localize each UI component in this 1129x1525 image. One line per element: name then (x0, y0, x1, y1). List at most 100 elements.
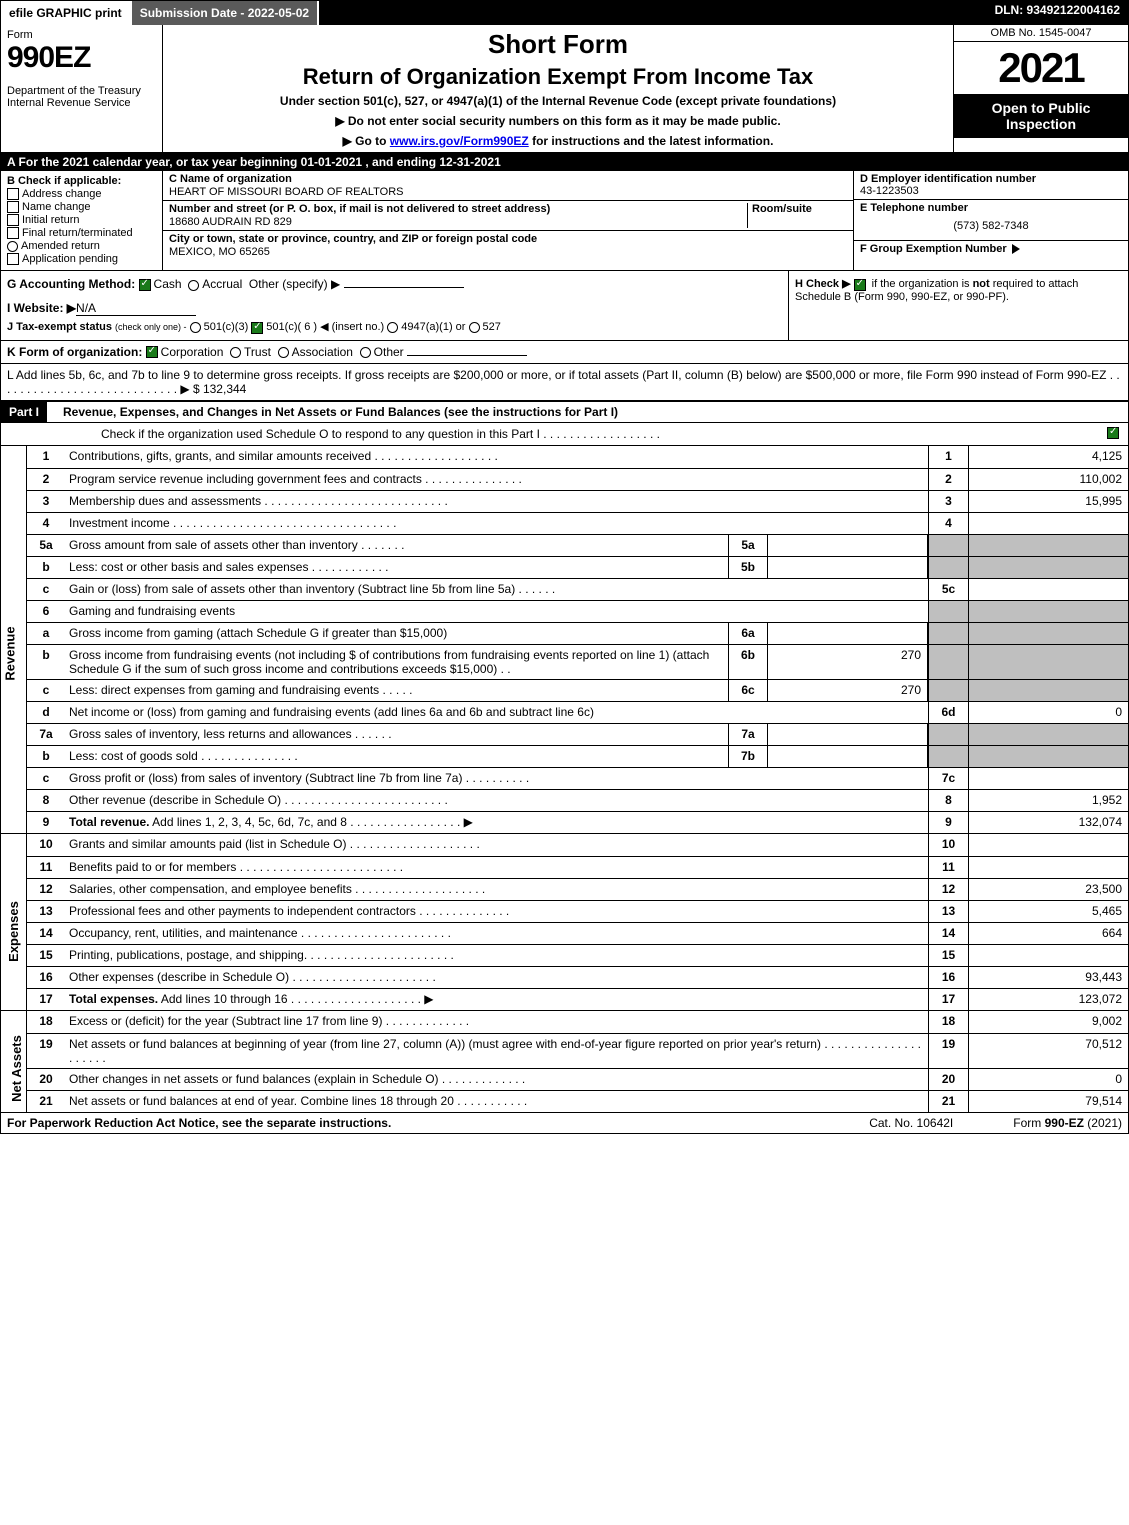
line-5a: 5aGross amount from sale of assets other… (27, 534, 1128, 556)
line-desc: Total revenue. Add lines 1, 2, 3, 4, 5c,… (65, 812, 928, 833)
right-val: 132,074 (968, 812, 1128, 833)
line-desc: Net assets or fund balances at beginning… (65, 1034, 928, 1068)
mid-val: 270 (768, 680, 928, 701)
line-7a: 7aGross sales of inventory, less returns… (27, 723, 1128, 745)
right-val (968, 768, 1128, 789)
right-num: 16 (928, 967, 968, 988)
mid-num: 7b (728, 746, 768, 767)
row-l: L Add lines 5b, 6c, and 7b to line 9 to … (1, 364, 1128, 401)
527-label: 527 (483, 321, 501, 333)
right-val (968, 601, 1128, 622)
right-val: 93,443 (968, 967, 1128, 988)
page-footer: For Paperwork Reduction Act Notice, see … (1, 1113, 1128, 1133)
line-num: 15 (27, 945, 65, 966)
chk-corporation[interactable] (146, 346, 158, 358)
right-num: 18 (928, 1011, 968, 1033)
revenue-section: Revenue 1Contributions, gifts, grants, a… (1, 446, 1128, 834)
footer-catno: Cat. No. 10642I (869, 1116, 953, 1130)
i-label: I Website: ▶ (7, 301, 76, 315)
form-header: Form 990EZ Department of the Treasury In… (1, 25, 1128, 153)
right-val (968, 680, 1128, 701)
efile-print-button[interactable]: efile GRAPHIC print (1, 1, 132, 25)
right-val (968, 645, 1128, 679)
right-num: 8 (928, 790, 968, 811)
line-num: 1 (27, 446, 65, 468)
right-val: 23,500 (968, 879, 1128, 900)
chk-final-return[interactable]: Final return/terminated (7, 227, 156, 239)
chk-application-pending[interactable]: Application pending (7, 253, 156, 265)
right-val: 664 (968, 923, 1128, 944)
right-num (928, 557, 968, 578)
chk-schedule-o[interactable] (1107, 427, 1119, 439)
h-not: not (973, 278, 990, 290)
j-label: J Tax-exempt status (7, 321, 112, 333)
line-c: cGross profit or (loss) from sales of in… (27, 767, 1128, 789)
right-num: 17 (928, 989, 968, 1010)
line-17: 17Total expenses. Add lines 10 through 1… (27, 988, 1128, 1010)
website-value: N/A (76, 301, 196, 316)
chk-other-org[interactable] (360, 347, 371, 358)
c-city-label: City or town, state or province, country… (169, 233, 537, 245)
section-c: C Name of organization HEART OF MISSOURI… (163, 171, 853, 270)
line-num: 5a (27, 535, 65, 556)
chk-cash[interactable] (139, 279, 151, 291)
chk-trust[interactable] (230, 347, 241, 358)
chk-address-change[interactable]: Address change (7, 188, 156, 200)
ein-value: 43-1223503 (860, 185, 1122, 197)
other-org-input[interactable] (407, 355, 527, 356)
right-val (968, 557, 1128, 578)
footer-right: Form 990-EZ (2021) (1013, 1116, 1122, 1130)
phone-value: (573) 582-7348 (860, 214, 1122, 238)
section-bcdef: B Check if applicable: Address change Na… (1, 171, 1128, 271)
line-desc: Program service revenue including govern… (65, 469, 928, 490)
part1-badge: Part I (1, 402, 47, 422)
line-desc: Membership dues and assessments . . . . … (65, 491, 928, 512)
line-num: 4 (27, 513, 65, 534)
chk-501c3[interactable] (190, 322, 201, 333)
chk-initial-return[interactable]: Initial return (7, 214, 156, 226)
line-num: 21 (27, 1091, 65, 1112)
part1-title: Revenue, Expenses, and Changes in Net As… (55, 402, 626, 422)
line-desc: Printing, publications, postage, and shi… (65, 945, 928, 966)
mid-val (768, 746, 928, 767)
chk-accrual[interactable] (188, 280, 199, 291)
chk-527[interactable] (469, 322, 480, 333)
right-val: 110,002 (968, 469, 1128, 490)
right-num: 7c (928, 768, 968, 789)
line-desc: Occupancy, rent, utilities, and maintena… (65, 923, 928, 944)
trust-label: Trust (244, 345, 271, 359)
line-desc: Other revenue (describe in Schedule O) .… (65, 790, 928, 811)
other-specify-input[interactable] (344, 287, 464, 288)
line-10: 10Grants and similar amounts paid (list … (27, 834, 1128, 856)
right-num: 3 (928, 491, 968, 512)
chk-name-change[interactable]: Name change (7, 201, 156, 213)
line-num: 8 (27, 790, 65, 811)
line-d: dNet income or (loss) from gaming and fu… (27, 701, 1128, 723)
line-num: c (27, 579, 65, 600)
c-addr-label: Number and street (or P. O. box, if mail… (169, 203, 747, 215)
line-desc: Gross sales of inventory, less returns a… (65, 724, 728, 745)
line-num: 10 (27, 834, 65, 856)
right-num (928, 623, 968, 644)
netassets-side-label: Net Assets (9, 1035, 24, 1102)
chk-amended-return[interactable]: Amended return (7, 240, 156, 252)
mid-val: 270 (768, 645, 928, 679)
right-num (928, 724, 968, 745)
netassets-section: Net Assets 18Excess or (deficit) for the… (1, 1011, 1128, 1113)
mid-val (768, 724, 928, 745)
line-num: 3 (27, 491, 65, 512)
irs-link[interactable]: www.irs.gov/Form990EZ (390, 134, 529, 148)
line-desc: Other expenses (describe in Schedule O) … (65, 967, 928, 988)
chk-h[interactable] (854, 279, 866, 291)
line-6: 6Gaming and fundraising events (27, 600, 1128, 622)
right-val (968, 857, 1128, 878)
line-desc: Less: direct expenses from gaming and fu… (65, 680, 728, 701)
line-num: 13 (27, 901, 65, 922)
chk-501c[interactable] (251, 322, 263, 334)
mid-val (768, 557, 928, 578)
chk-association[interactable] (278, 347, 289, 358)
line-desc: Investment income . . . . . . . . . . . … (65, 513, 928, 534)
line-desc: Gross profit or (loss) from sales of inv… (65, 768, 928, 789)
line-desc: Benefits paid to or for members . . . . … (65, 857, 928, 878)
chk-4947[interactable] (387, 322, 398, 333)
